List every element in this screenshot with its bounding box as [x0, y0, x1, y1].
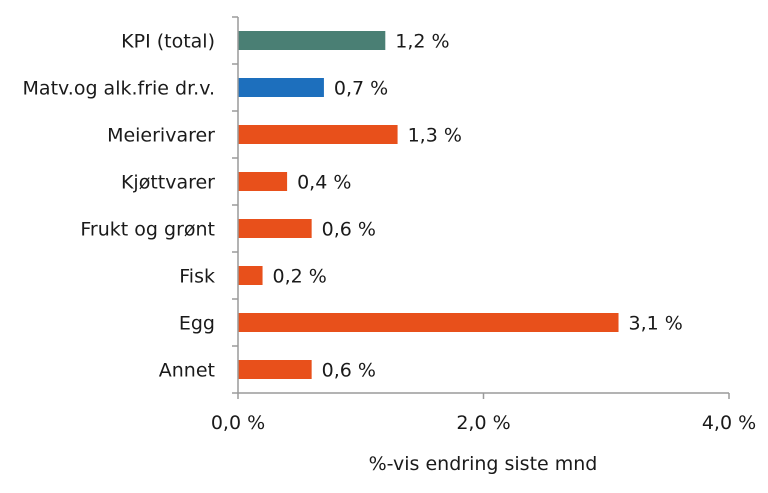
category-label: Frukt og grønt	[80, 219, 215, 241]
bar	[238, 31, 386, 50]
category-label: KPI (total)	[121, 31, 215, 53]
bar	[238, 219, 312, 238]
value-label: 0,4 %	[297, 172, 351, 194]
x-tick-label: 0,0 %	[211, 412, 265, 434]
value-label: 0,6 %	[322, 360, 376, 382]
value-label: 1,2 %	[395, 31, 449, 53]
x-tick-labels: 0,0 % 2,0 % 4,0 %	[211, 412, 756, 434]
value-label: 0,7 %	[334, 78, 388, 100]
category-label: Egg	[179, 313, 215, 335]
category-label: Matv.og alk.frie dr.v.	[23, 78, 215, 100]
category-label: Kjøttvarer	[121, 172, 215, 194]
axes	[232, 16, 730, 399]
value-label: 1,3 %	[408, 125, 462, 147]
category-label: Fisk	[179, 266, 215, 288]
x-tick-label: 2,0 %	[456, 412, 510, 434]
category-labels: KPI (total) Matv.og alk.frie dr.v. Meieriv…	[23, 31, 216, 382]
bar	[238, 78, 324, 97]
bar	[238, 172, 288, 191]
value-label: 3,1 %	[629, 313, 683, 335]
bar	[238, 313, 619, 332]
category-label: Annet	[159, 360, 215, 382]
bars	[238, 31, 619, 379]
value-label: 0,2 %	[273, 266, 327, 288]
category-label: Meierivarer	[107, 125, 215, 147]
x-tick-label: 4,0 %	[702, 412, 756, 434]
value-labels: 1,2 % 0,7 % 1,3 % 0,4 % 0,6 % 0,2 % 3,1 % 0,6 %	[273, 31, 683, 382]
x-axis-title: %-vis endring siste mnd	[369, 453, 598, 475]
value-label: 0,6 %	[322, 219, 376, 241]
bar	[238, 360, 312, 379]
bar	[238, 266, 263, 285]
bar	[238, 125, 398, 144]
